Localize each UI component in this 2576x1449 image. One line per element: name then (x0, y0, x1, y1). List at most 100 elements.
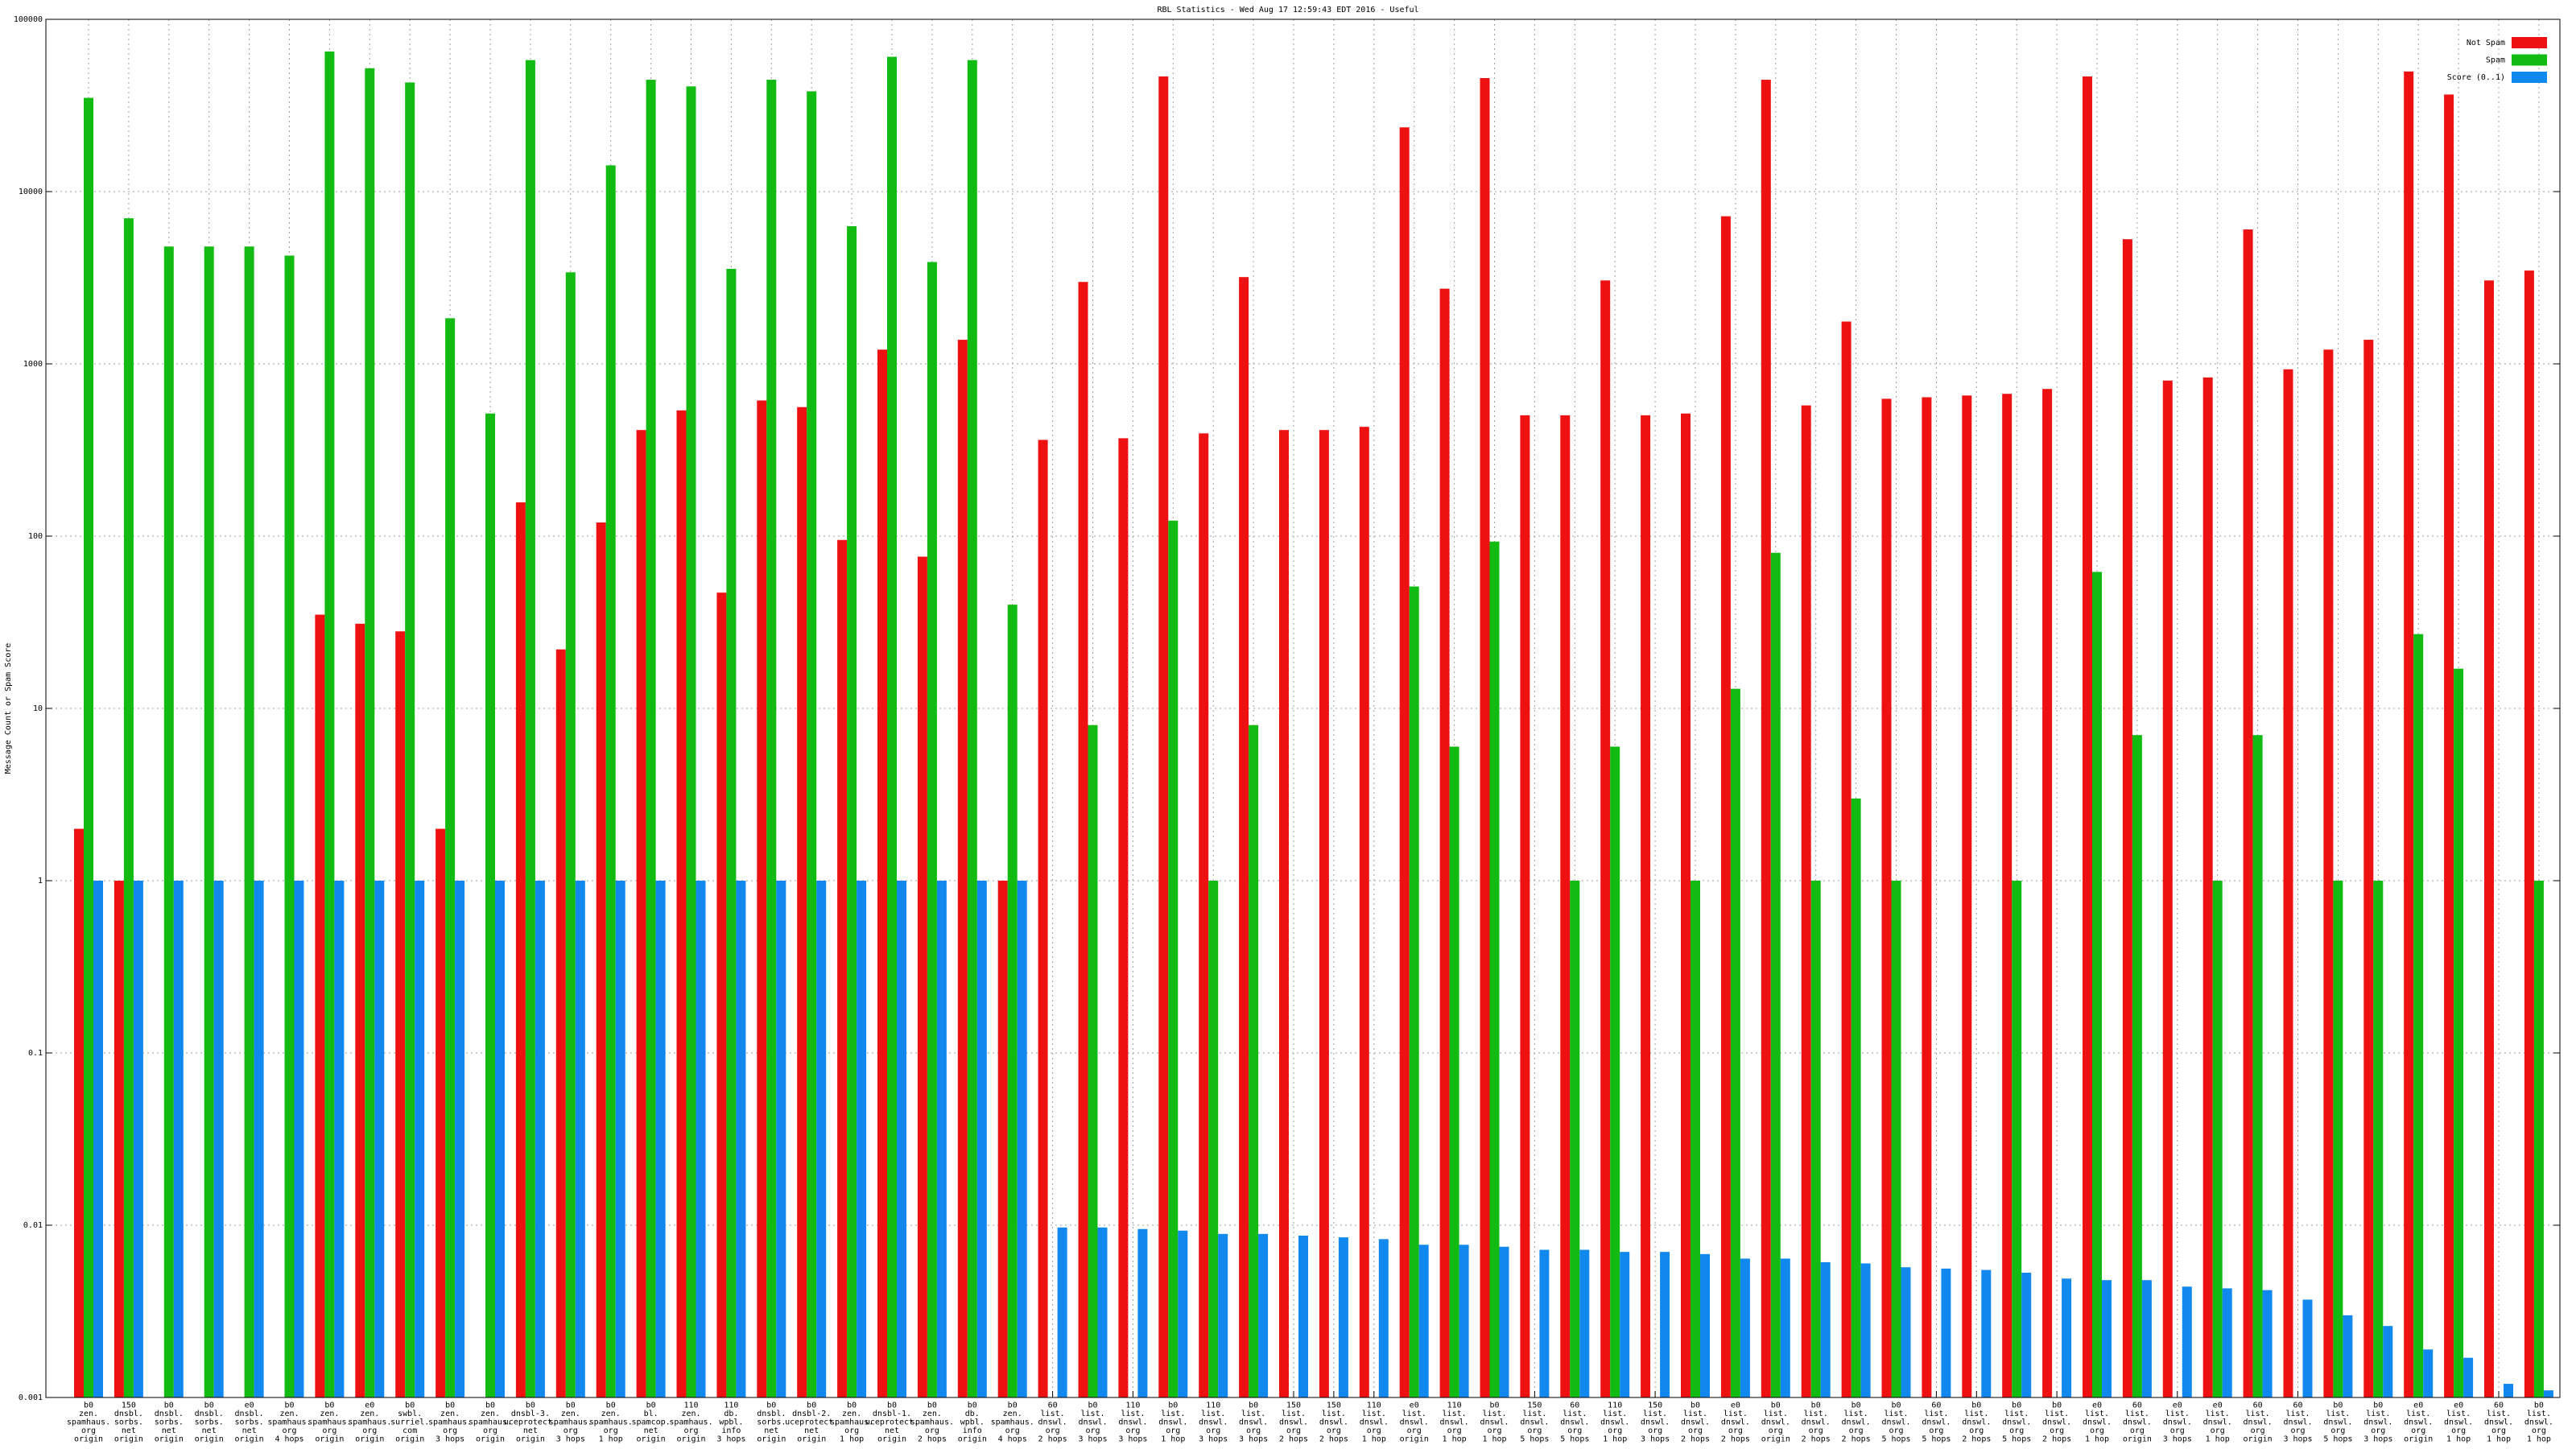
x-tick-label: org (2050, 1426, 2064, 1435)
x-tick-label: 3 hops (2363, 1435, 2392, 1443)
bar (1851, 798, 1861, 1397)
y-tick-label: 100000 (14, 15, 43, 24)
x-tick-label: org (1005, 1426, 1020, 1435)
x-tick-label: list. (2285, 1410, 2310, 1418)
bar (334, 881, 345, 1397)
x-tick-label: list. (2045, 1410, 2069, 1418)
bar (2202, 377, 2213, 1397)
bar (2021, 1273, 2032, 1397)
x-tick-label: dnswl. (2323, 1418, 2352, 1426)
x-tick-label: spamhaus. (348, 1418, 391, 1426)
x-tick-label: 60 (1931, 1401, 1941, 1410)
x-tick-label: dnsbl. (155, 1410, 184, 1418)
bar (655, 881, 666, 1397)
x-tick-label: origin (757, 1435, 786, 1443)
x-tick-label: org (2411, 1426, 2425, 1435)
bar (917, 556, 927, 1398)
bar (2454, 668, 2464, 1397)
x-tick-label: b0 (445, 1401, 455, 1410)
bar (897, 881, 906, 1397)
x-tick-label: dnswl. (1158, 1418, 1187, 1426)
x-tick-label: e0 (2092, 1401, 2102, 1410)
bar (1418, 1245, 1429, 1397)
x-tick-label: 150 (122, 1401, 136, 1410)
x-tick-label: spamhaus. (549, 1418, 592, 1426)
x-tick-label: org (282, 1426, 296, 1435)
x-tick-label: b0 (566, 1401, 576, 1410)
x-tick-label: 3 hops (2163, 1435, 2192, 1443)
bar (1730, 688, 1740, 1397)
x-tick-label: spamhaus. (267, 1418, 311, 1426)
bar (1378, 1239, 1389, 1397)
bar (736, 881, 746, 1397)
x-tick-label: origin (355, 1435, 384, 1443)
bar (2212, 881, 2223, 1397)
x-tick-label: dnswl. (1681, 1418, 1710, 1426)
x-tick-label: dnsbl-1. (873, 1410, 911, 1418)
x-tick-label: org (1166, 1426, 1180, 1435)
x-tick-label: list. (2246, 1410, 2270, 1418)
x-tick-label: org (925, 1426, 939, 1435)
x-tick-label: dnswl. (1239, 1418, 1268, 1426)
bar (686, 86, 696, 1397)
bar (766, 80, 777, 1397)
x-tick-label: origin (958, 1435, 987, 1443)
x-tick-label: dnswl. (2363, 1418, 2392, 1426)
x-tick-label: list. (2366, 1410, 2390, 1418)
legend-swatch (2512, 72, 2547, 83)
x-tick-label: 1 hop (2446, 1435, 2471, 1443)
bar (535, 881, 545, 1397)
bar (84, 97, 93, 1397)
x-tick-label: 1 hop (599, 1435, 623, 1443)
legend-swatch (2512, 54, 2547, 66)
bar (1780, 1258, 1790, 1397)
bar (2002, 394, 2013, 1398)
x-tick-label: 2 hops (1842, 1435, 1871, 1443)
x-tick-label: org (2170, 1426, 2185, 1435)
bar (1480, 77, 1490, 1397)
bar (636, 430, 646, 1397)
x-tick-label: zen. (481, 1410, 500, 1418)
legend-label: Score (0..1) (2447, 73, 2505, 82)
x-tick-label: dnswl. (1761, 1418, 1790, 1426)
x-tick-label: 1 hop (2206, 1435, 2230, 1443)
x-tick-label: spamcop. (632, 1418, 671, 1426)
x-tick-label: list. (1724, 1410, 1748, 1418)
x-tick-label: zen. (842, 1410, 861, 1418)
plot-frame (45, 19, 2561, 1398)
x-tick-label: org (2371, 1426, 2385, 1435)
x-tick-label: zen. (1003, 1410, 1022, 1418)
x-tick-label: org (1688, 1426, 1703, 1435)
x-tick-label: spamhaus. (910, 1418, 954, 1426)
x-tick-label: origin (155, 1435, 184, 1443)
x-tick-label: 2 hops (1279, 1435, 1308, 1443)
x-tick-label: 5 hops (2002, 1435, 2031, 1443)
y-tick-label: 0.01 (23, 1221, 43, 1230)
x-tick-label: dnswl. (2283, 1418, 2312, 1426)
x-tick-label: list. (1683, 1410, 1707, 1418)
bar (997, 881, 1008, 1397)
x-tick-label: dnswl. (2203, 1418, 2232, 1426)
x-tick-label: dnsbl. (757, 1410, 786, 1418)
x-tick-label: 150 (1527, 1401, 1542, 1410)
bar (1459, 1245, 1469, 1397)
x-tick-label: org (2532, 1426, 2546, 1435)
x-tick-label: org (483, 1426, 497, 1435)
x-tick-label: org (1327, 1426, 1341, 1435)
bar (887, 56, 897, 1397)
x-tick-label: 1 hop (1161, 1435, 1185, 1443)
x-tick-label: list. (1482, 1410, 1506, 1418)
x-tick-label: wpbl. (719, 1418, 743, 1426)
y-tick-label: 0.1 (28, 1049, 43, 1058)
bar (726, 268, 737, 1397)
bar (1962, 395, 1972, 1398)
x-tick-label: zen. (440, 1410, 460, 1418)
x-tick-label: 5 hops (1881, 1435, 1910, 1443)
x-tick-label: org (1769, 1426, 1783, 1435)
x-tick-label: dnsbl-3. (511, 1410, 550, 1418)
bar (1801, 405, 1811, 1397)
x-tick-label: list. (1241, 1410, 1265, 1418)
x-tick-label: org (2090, 1426, 2104, 1435)
bar (1600, 280, 1611, 1397)
x-tick-label: b0 (606, 1401, 616, 1410)
